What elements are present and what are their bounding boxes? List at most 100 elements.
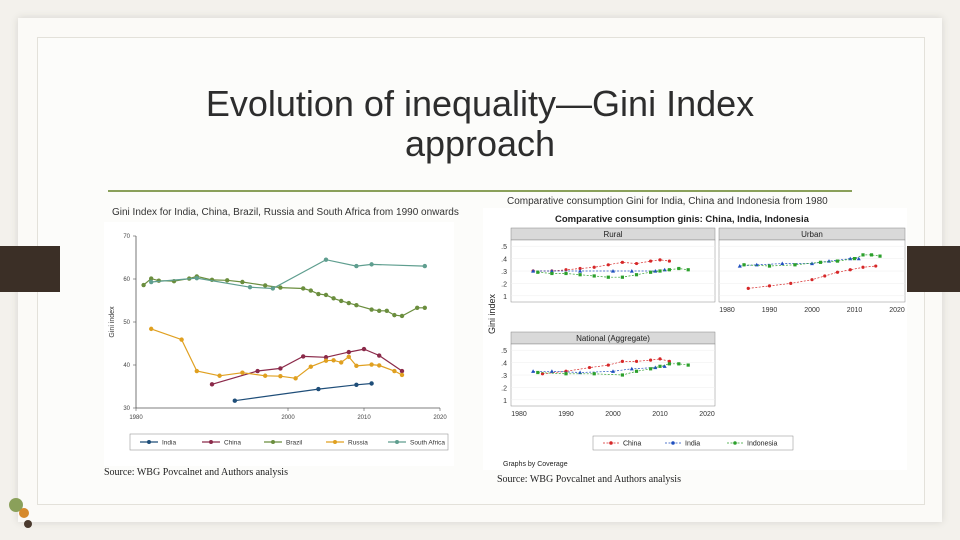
data-point-south-africa bbox=[270, 286, 275, 291]
right-legend-marker bbox=[671, 441, 675, 445]
panel-marker-china bbox=[810, 278, 814, 282]
data-point-south-africa bbox=[422, 263, 427, 269]
panel-series-line bbox=[537, 363, 689, 376]
panel-marker-indonesia bbox=[878, 254, 882, 258]
data-point-russia bbox=[263, 373, 268, 378]
panel-marker-china bbox=[861, 265, 865, 269]
title-rule bbox=[108, 190, 852, 192]
y-tick-label: 30 bbox=[123, 406, 130, 412]
legend-label: South Africa bbox=[410, 440, 445, 447]
x-tick-label: 1980 bbox=[511, 411, 527, 418]
panel-marker-china bbox=[823, 274, 827, 278]
x-tick-label: 1980 bbox=[129, 415, 143, 421]
data-point-brazil bbox=[422, 305, 427, 311]
panel-marker-india bbox=[780, 261, 785, 266]
panel-marker-china bbox=[848, 268, 852, 272]
right-chart-note: Graphs by Coverage bbox=[503, 461, 568, 468]
data-point-brazil bbox=[331, 296, 336, 301]
y-tick-label: 70 bbox=[123, 234, 130, 240]
slide-title: Evolution of inequality—Gini Index appro… bbox=[120, 84, 840, 164]
series-line-india bbox=[234, 382, 372, 402]
data-point-russia bbox=[346, 354, 351, 360]
x-tick-label: 2020 bbox=[699, 411, 715, 418]
data-point-china bbox=[399, 368, 405, 374]
data-point-brazil bbox=[316, 291, 321, 297]
panel-marker-india bbox=[856, 256, 861, 261]
y-tick-label: .5 bbox=[501, 348, 507, 355]
legend-marker bbox=[333, 440, 337, 444]
panel-marker-indonesia bbox=[592, 274, 596, 278]
data-point-china bbox=[346, 349, 351, 355]
legend-marker bbox=[147, 440, 151, 444]
right-legend-label: China bbox=[623, 441, 641, 448]
x-tick-label: 2020 bbox=[433, 415, 447, 421]
panel-marker-china bbox=[874, 264, 878, 268]
y-tick-label: .5 bbox=[501, 244, 507, 251]
panel-marker-india bbox=[611, 269, 615, 273]
data-point-brazil bbox=[225, 278, 230, 283]
y-tick-label: 60 bbox=[123, 277, 130, 283]
data-point-russia bbox=[278, 373, 283, 379]
panel-marker-china bbox=[564, 268, 568, 272]
panel-marker-indonesia bbox=[649, 270, 653, 274]
data-point-brazil bbox=[346, 300, 351, 306]
x-tick-label: 2010 bbox=[357, 415, 371, 421]
legend-box bbox=[129, 433, 449, 451]
panel-marker-indonesia bbox=[667, 268, 671, 272]
panel-marker-india bbox=[549, 369, 554, 373]
data-point-russia bbox=[331, 358, 336, 363]
legend-label: China bbox=[224, 440, 241, 447]
series-line-south-africa bbox=[151, 259, 425, 290]
panel-marker-china bbox=[649, 358, 653, 362]
panel-marker-china bbox=[767, 284, 772, 288]
data-point-china bbox=[278, 366, 283, 371]
right-legend-box bbox=[592, 435, 794, 451]
right-legend-marker bbox=[733, 441, 737, 445]
panel-marker-china bbox=[667, 259, 671, 263]
y-tick-label: .3 bbox=[501, 373, 507, 380]
right-chart: Comparative consumption ginis: China, In… bbox=[483, 208, 907, 470]
data-point-brazil bbox=[339, 298, 344, 304]
data-point-china bbox=[377, 353, 382, 358]
panel-marker-indonesia bbox=[852, 257, 857, 261]
panel-marker-indonesia bbox=[620, 373, 624, 377]
left-chart-caption: Gini Index for India, China, Brazil, Rus… bbox=[112, 207, 459, 218]
data-point-russia bbox=[399, 372, 405, 378]
legend-label: Brazil bbox=[286, 440, 303, 447]
data-point-brazil bbox=[149, 276, 154, 281]
data-point-brazil bbox=[369, 307, 374, 312]
panel-marker-china bbox=[658, 258, 662, 262]
data-point-china bbox=[209, 382, 215, 387]
panel-marker-indonesia bbox=[536, 370, 540, 375]
slide-title-line2: approach bbox=[404, 123, 556, 164]
data-point-india bbox=[232, 398, 237, 403]
legend-label: Russia bbox=[348, 440, 368, 447]
legend-label: India bbox=[162, 440, 176, 447]
panel-marker-indonesia bbox=[818, 260, 823, 264]
panel-marker-india bbox=[531, 269, 536, 273]
panel-marker-indonesia bbox=[677, 362, 681, 366]
right-consumption-gini-chart: Comparative consumption ginis: China, In… bbox=[487, 214, 906, 468]
data-point-brazil bbox=[323, 292, 329, 298]
data-point-brazil bbox=[141, 282, 146, 288]
panel-marker-india bbox=[737, 264, 742, 268]
panel-marker-india bbox=[629, 366, 634, 371]
panel-marker-india bbox=[578, 370, 583, 375]
right-legend-label: Indonesia bbox=[747, 441, 777, 448]
panel-marker-china bbox=[634, 359, 639, 363]
y-tick-label: 1 bbox=[503, 398, 507, 405]
panel-marker-india bbox=[549, 269, 554, 273]
panel-marker-indonesia bbox=[869, 253, 874, 257]
data-point-brazil bbox=[240, 279, 245, 285]
panel-marker-china bbox=[606, 263, 610, 267]
legend-marker bbox=[395, 440, 399, 444]
panel-marker-indonesia bbox=[835, 259, 840, 263]
data-point-russia bbox=[354, 363, 359, 369]
data-point-south-africa bbox=[149, 279, 154, 285]
panel-marker-china bbox=[789, 281, 793, 285]
data-point-india bbox=[316, 386, 321, 392]
data-point-brazil bbox=[354, 303, 359, 308]
panel-marker-china bbox=[592, 265, 596, 269]
data-point-china bbox=[323, 355, 329, 360]
x-tick-label: 2000 bbox=[281, 415, 295, 421]
